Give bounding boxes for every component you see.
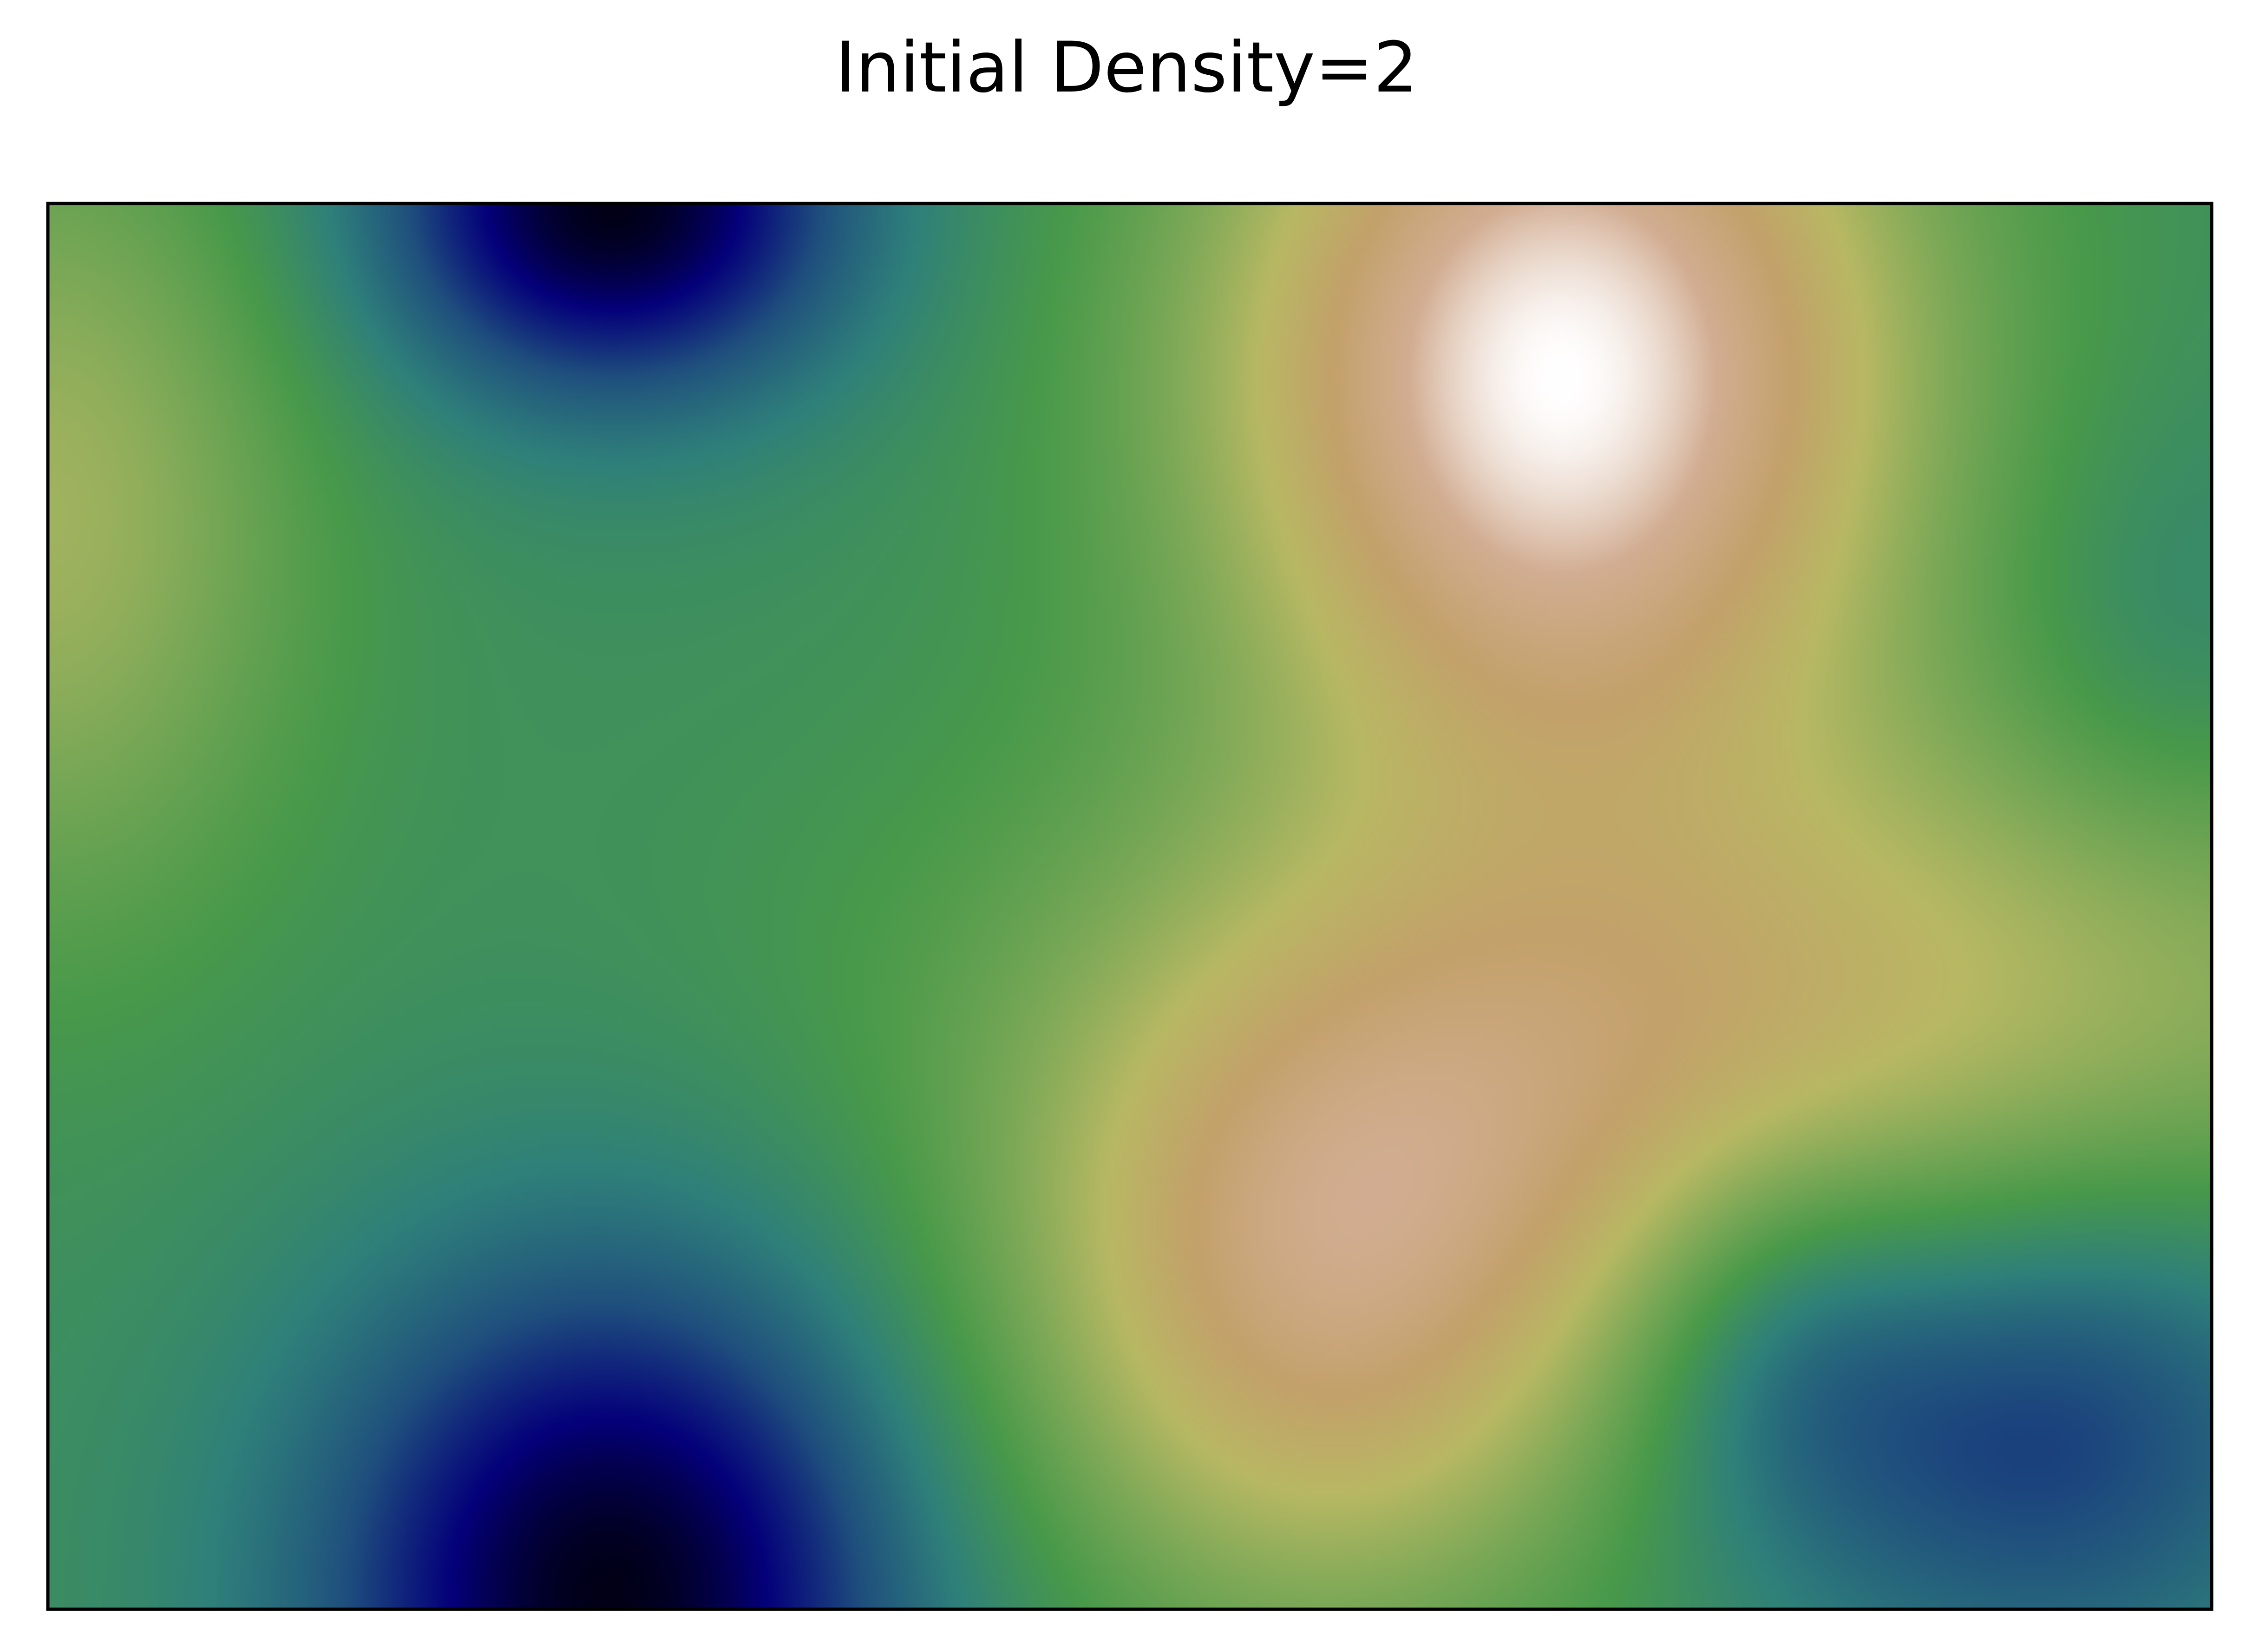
heatmap-image bbox=[48, 203, 2212, 1609]
chart-title: Initial Density=2 bbox=[835, 27, 1418, 108]
plot-frame bbox=[46, 202, 2214, 1611]
